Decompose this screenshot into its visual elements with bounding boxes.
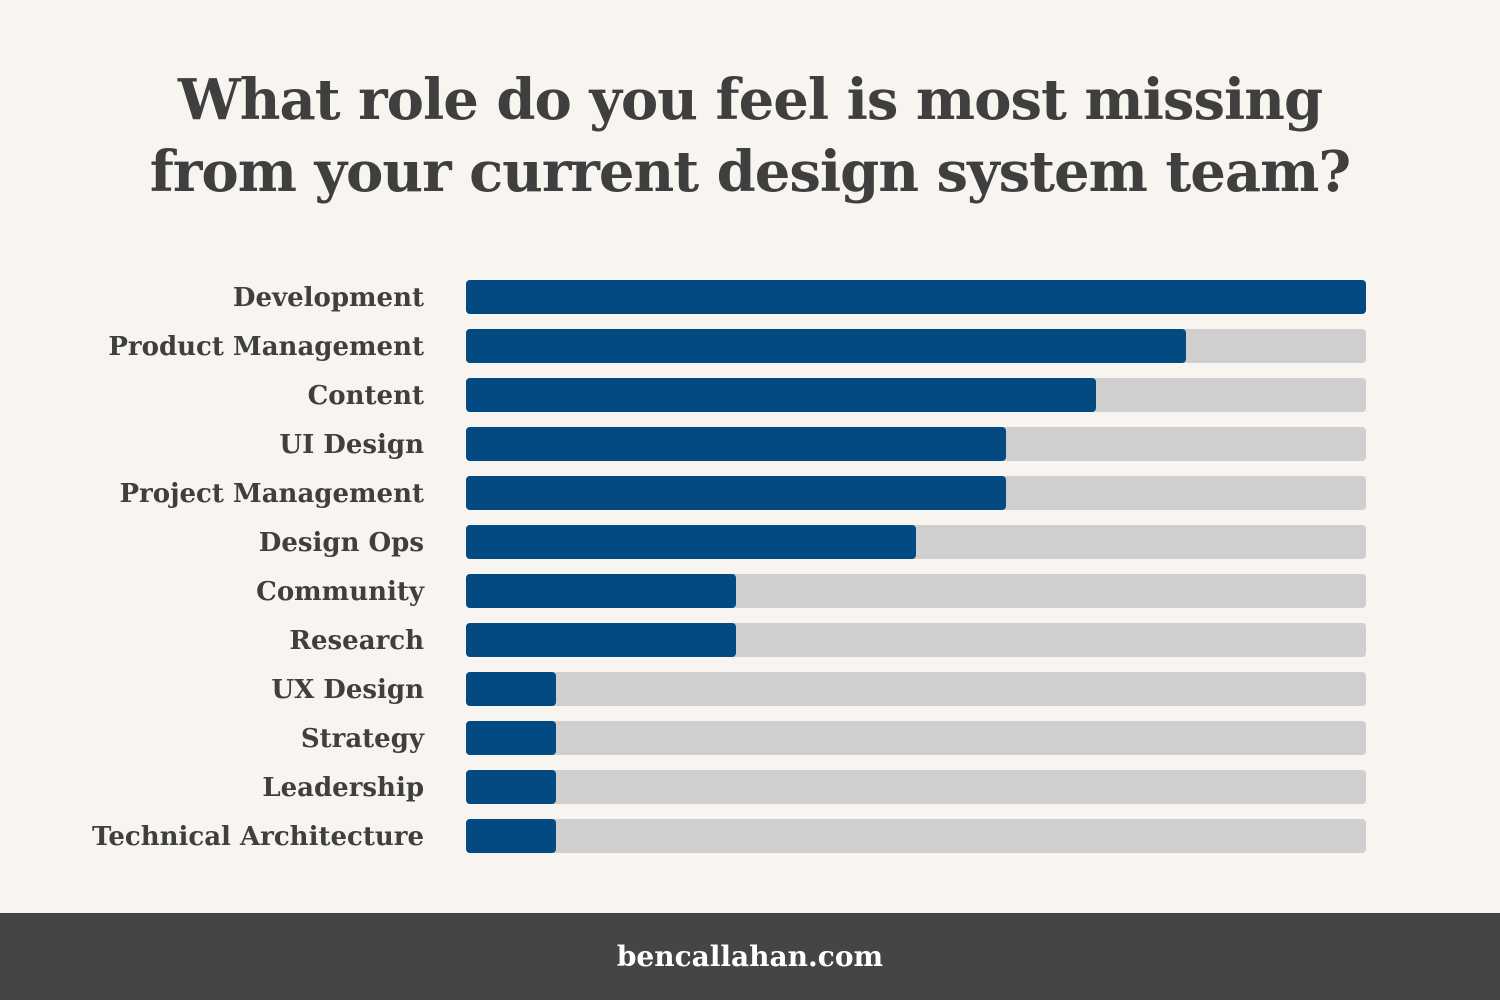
bar	[466, 721, 556, 755]
bar	[466, 378, 1096, 412]
bar-row: Development	[233, 280, 1366, 314]
bar-row: Design Ops	[259, 525, 1366, 559]
category-label: Project Management	[120, 479, 425, 509]
category-label: Strategy	[301, 724, 425, 754]
footer-site-link[interactable]: bencallahan.com	[616, 940, 884, 973]
bar-row: Research	[289, 623, 1366, 657]
bar-row: Project Management	[120, 476, 1366, 510]
bar-row: Content	[308, 378, 1366, 412]
bar-row: UX Design	[271, 672, 1366, 706]
bar-row: Community	[256, 574, 1366, 608]
bar-track	[466, 721, 1366, 755]
category-label: UX Design	[271, 675, 424, 705]
bar-track	[466, 770, 1366, 804]
bar	[466, 280, 1366, 314]
bar-track	[466, 672, 1366, 706]
bar-row: Technical Architecture	[92, 819, 1366, 853]
bar	[466, 623, 736, 657]
bar-row: UI Design	[279, 427, 1366, 461]
category-label: Leadership	[262, 773, 424, 803]
bar	[466, 329, 1186, 363]
bar	[466, 819, 556, 853]
category-label: Development	[233, 283, 424, 313]
bar	[466, 770, 556, 804]
category-label: UI Design	[279, 430, 424, 460]
chart-title: What role do you feel is most missing fr…	[0, 64, 1500, 208]
bar	[466, 427, 1006, 461]
bar-chart: Development Product Management Content UI D…	[92, 280, 1366, 853]
category-label: Community	[256, 577, 425, 607]
category-label: Technical Architecture	[92, 822, 424, 852]
title-line-2: from your current design system team?	[149, 139, 1351, 205]
bar-track	[466, 819, 1366, 853]
category-label: Content	[308, 381, 424, 411]
category-label: Design Ops	[259, 528, 424, 558]
title-line-1: What role do you feel is most missing	[177, 67, 1323, 133]
bar-row: Product Management	[108, 329, 1366, 363]
bar-row: Leadership	[262, 770, 1366, 804]
bar	[466, 525, 916, 559]
bar-row: Strategy	[301, 721, 1366, 755]
category-label: Research	[289, 626, 424, 656]
bar	[466, 672, 556, 706]
bar	[466, 574, 736, 608]
bar	[466, 476, 1006, 510]
footer: bencallahan.com	[0, 913, 1500, 1000]
category-label: Product Management	[108, 332, 424, 362]
